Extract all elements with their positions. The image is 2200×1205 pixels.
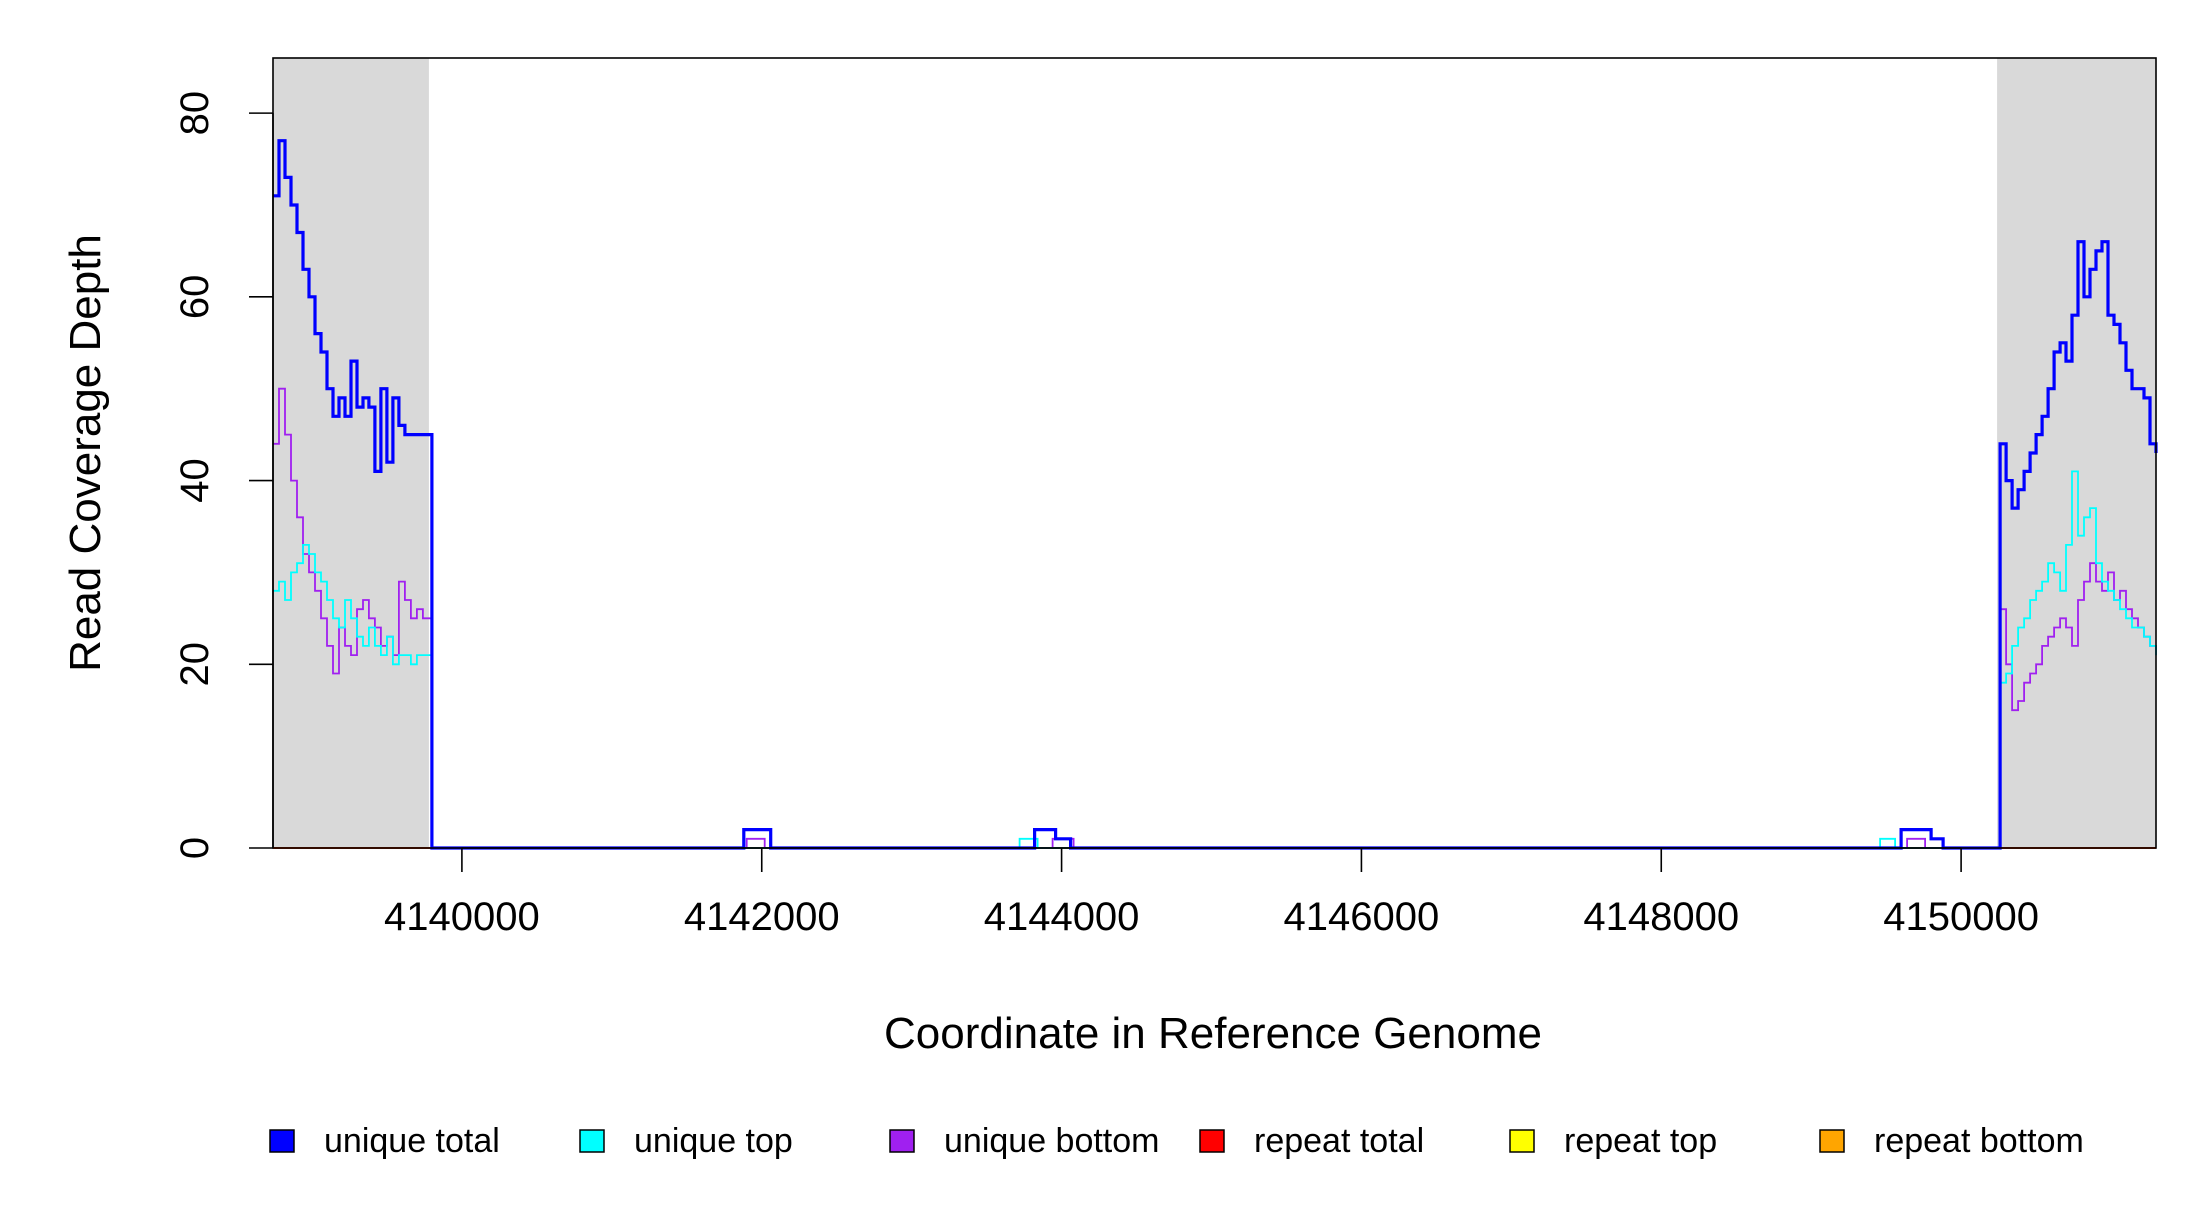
- legend: unique total unique top unique bottom repea…: [269, 1122, 2084, 1160]
- legend-swatch: [269, 1129, 295, 1153]
- x-tick-label: 4144000: [984, 895, 1140, 939]
- series-line-unique-total: [273, 139, 2158, 850]
- legend-swatch: [1199, 1129, 1225, 1153]
- legend-item: unique total: [269, 1122, 500, 1160]
- legend-item: unique bottom: [889, 1122, 1160, 1160]
- plot-frame: [272, 57, 2157, 849]
- shaded-region-1: [273, 58, 429, 848]
- y-tick-label: 80: [173, 91, 217, 135]
- shaded-regions: [273, 58, 2156, 848]
- legend-swatch: [1509, 1129, 1535, 1153]
- x-tick-label: 4146000: [1284, 895, 1440, 939]
- legend-swatch: [1819, 1129, 1845, 1153]
- series-line-unique-top: [273, 470, 2157, 849]
- legend-swatch: [889, 1129, 915, 1153]
- legend-swatch: [579, 1129, 605, 1153]
- legend-item: repeat top: [1509, 1122, 1717, 1160]
- legend-label: repeat top: [1564, 1122, 1717, 1160]
- legend-label: unique top: [634, 1122, 793, 1160]
- legend-label: repeat bottom: [1874, 1122, 2084, 1160]
- x-tick-label: 4150000: [1883, 895, 2039, 939]
- series-line-unique-bottom: [273, 387, 2157, 849]
- y-tick-label: 20: [173, 642, 217, 687]
- y-axis-label: Read Coverage Depth: [61, 234, 110, 672]
- legend-item: repeat total: [1199, 1122, 1424, 1160]
- shaded-region-2: [1997, 58, 2156, 848]
- data-series: [273, 139, 2158, 850]
- x-axis-label: Coordinate in Reference Genome: [884, 1009, 1542, 1058]
- legend-label: unique total: [324, 1122, 500, 1160]
- x-tick-label: 4148000: [1583, 895, 1739, 939]
- x-tick-label: 4140000: [384, 895, 540, 939]
- legend-item: unique top: [579, 1122, 793, 1160]
- y-tick-label: 40: [173, 458, 217, 503]
- y-tick-label: 0: [173, 837, 217, 859]
- legend-label: unique bottom: [944, 1122, 1160, 1160]
- x-tick-label: 4142000: [684, 895, 840, 939]
- legend-label: repeat total: [1254, 1122, 1424, 1160]
- y-tick-label: 60: [173, 275, 217, 320]
- legend-item: repeat bottom: [1819, 1122, 2084, 1160]
- y-axis: 0 20 40 60 80: [173, 91, 274, 859]
- x-axis: 4140000 4142000 4144000 4146000 4148000 41500…: [384, 847, 2039, 939]
